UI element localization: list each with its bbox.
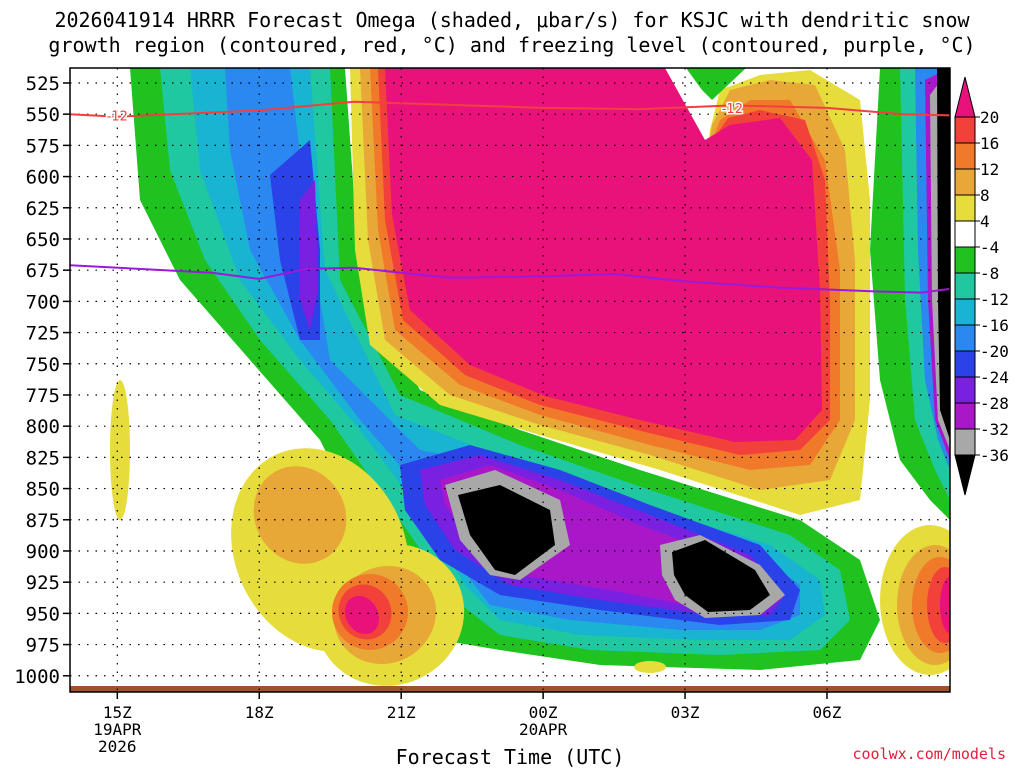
colorbar-label: -32 — [980, 420, 1009, 439]
y-tick-label: 700 — [26, 291, 60, 313]
omega-right-black — [937, 68, 950, 440]
y-tick-label: 775 — [26, 385, 60, 407]
x-axis-label: Forecast Time (UTC) — [396, 745, 625, 768]
colorbar-swatch — [954, 246, 976, 274]
colorbar-swatch — [954, 168, 976, 196]
chart-title-line-2: growth region (contoured, red, °C) and f… — [48, 33, 976, 57]
y-tick-label: 625 — [26, 198, 60, 220]
colorbar-label: 16 — [980, 134, 999, 153]
colorbar-label: -28 — [980, 394, 1009, 413]
omega-core-upper-purple — [300, 180, 318, 330]
omega-lowleft-magenta — [344, 595, 380, 635]
y-tick-label: 800 — [26, 416, 60, 438]
axes: 525 550 575 600 625 650 675 700 725 750 775 800 825 8… — [14, 67, 951, 768]
y-tick-label: 900 — [26, 541, 60, 563]
y-tick-label: 550 — [26, 104, 60, 126]
y-tick-label: 525 — [26, 73, 60, 95]
omega-band-teal — [160, 68, 850, 655]
x-tick-label: 18Z — [245, 703, 274, 722]
colorbar-swatch — [954, 220, 976, 248]
colorbar-label: -4 — [980, 238, 999, 257]
colorbar-label: -12 — [980, 290, 1009, 309]
dgz-contour-line — [70, 100, 950, 118]
colorbar-swatch — [954, 350, 976, 378]
dgz-contour-label: -12 — [722, 102, 743, 117]
colorbar-label: -20 — [980, 342, 1009, 361]
y-tick-label: 750 — [26, 354, 60, 376]
x-tick-sublabel: 2026 — [98, 737, 137, 756]
x-tick-label: 00Z — [529, 703, 558, 722]
y-tick-label: 1000 — [14, 666, 60, 688]
colorbar-swatch — [954, 428, 976, 456]
dgz-contour-label: -12 — [107, 109, 128, 124]
freezing-level-line — [70, 264, 950, 294]
surface-band — [70, 686, 950, 692]
colorbar-label: 12 — [980, 160, 999, 179]
omega-lowleft-gold — [253, 466, 347, 564]
colorbar-label: 8 — [980, 186, 990, 205]
x-tick-label: 21Z — [387, 703, 416, 722]
y-tick-label: 725 — [26, 323, 60, 345]
colorbar-label: -8 — [980, 264, 999, 283]
omega-bottom-yellow-dot — [634, 661, 666, 673]
y-tick-label: 875 — [26, 510, 60, 532]
colorbar-top-arrow — [954, 76, 976, 118]
grid-lines — [70, 68, 950, 692]
chart-title-line-1: 2026041914 HRRR Forecast Omega (shaded, … — [54, 8, 970, 32]
colorbar-swatch — [954, 324, 976, 352]
colorbar: 20 16 12 8 4 -4 -8 -12 -16 -20 -24 -28 -32 -36 — [954, 76, 1009, 496]
omega-sink-magenta — [385, 68, 822, 442]
y-tick-label: 925 — [26, 572, 60, 594]
x-tick-label: 15Z — [103, 703, 132, 722]
x-tick-sublabel: 20APR — [519, 720, 568, 739]
contour-lines: -12 -12 — [70, 100, 950, 294]
colorbar-label: -24 — [980, 368, 1009, 387]
colorbar-swatch — [954, 142, 976, 170]
y-tick-label: 650 — [26, 229, 60, 251]
colorbar-label: 20 — [980, 108, 999, 127]
colorbar-bottom-arrow — [954, 454, 976, 496]
y-tick-label: 675 — [26, 260, 60, 282]
y-tick-label: 600 — [26, 167, 60, 189]
colorbar-swatch — [954, 298, 976, 326]
omega-left-yellow-sliver — [110, 380, 130, 520]
plot-frame — [69, 67, 951, 693]
colorbar-label: -16 — [980, 316, 1009, 335]
omega-lowright-magenta — [940, 577, 950, 633]
colorbar-label: 4 — [980, 212, 990, 231]
y-tick-label: 575 — [26, 135, 60, 157]
colorbar-swatch — [954, 194, 976, 222]
x-tick-label: 06Z — [813, 703, 842, 722]
colorbar-swatch — [954, 116, 976, 144]
y-tick-label: 950 — [26, 603, 60, 625]
omega-core-right-black — [672, 540, 770, 612]
y-tick-label: 825 — [26, 447, 60, 469]
colorbar-swatch — [954, 376, 976, 404]
y-tick-label: 850 — [26, 479, 60, 501]
colorbar-swatch — [954, 402, 976, 430]
x-tick-label: 03Z — [671, 703, 700, 722]
omega-top-green-notch — [686, 68, 746, 100]
y-tick-label: 975 — [26, 635, 60, 657]
x-tick-sublabel: 19APR — [93, 720, 142, 739]
colorbar-label: -36 — [980, 446, 1009, 465]
credit-text: coolwx.com/models — [852, 745, 1006, 763]
omega-shading — [70, 68, 950, 692]
colorbar-swatch — [954, 272, 976, 300]
omega-core-left-black — [458, 485, 555, 575]
